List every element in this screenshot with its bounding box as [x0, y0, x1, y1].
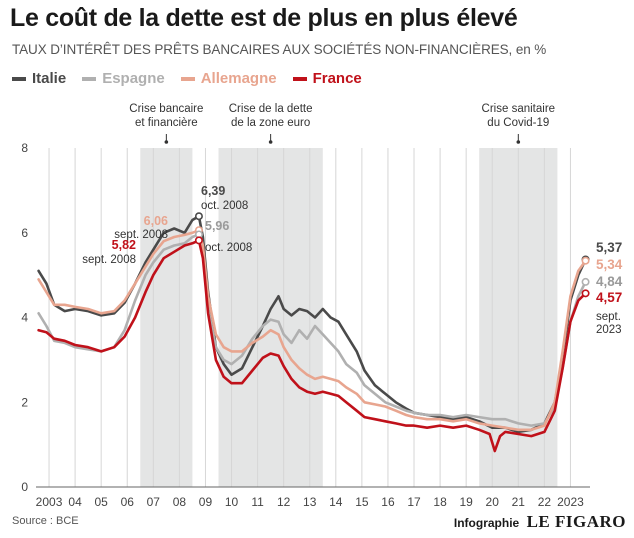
source-note: Source : BCE: [12, 515, 79, 527]
x-tick-label: 20: [486, 495, 500, 509]
x-tick-label: 08: [173, 495, 187, 509]
peak-date-label: oct. 2008: [205, 242, 252, 254]
y-tick-label: 6: [21, 226, 28, 240]
legend-item-allemagne: Allemagne: [180, 70, 277, 87]
x-tick-label: 09: [199, 495, 213, 509]
chart-title: Le coût de la dette est de plus en plus …: [10, 4, 518, 32]
y-tick-label: 4: [21, 311, 28, 325]
peak-value-label: 6,06: [144, 214, 168, 228]
peak-date-label: sept. 2008: [114, 229, 168, 241]
x-tick-label: 06: [121, 495, 135, 509]
x-tick-label: 17: [407, 495, 421, 509]
peak-value-label: 5,82: [112, 238, 136, 252]
series-line-france: [37, 239, 587, 453]
crisis-label-dot: [164, 140, 169, 144]
x-tick-label: 12: [277, 495, 291, 509]
figaro-logo: LE FIGARO: [526, 512, 626, 531]
legend-item-espagne: Espagne: [82, 70, 165, 87]
x-tick-label: 2023: [557, 495, 584, 509]
x-tick-label: 21: [512, 495, 526, 509]
x-tick-label: 05: [94, 495, 108, 509]
peak-value-label: 6,39: [201, 184, 225, 198]
legend-item-italie: Italie: [12, 70, 66, 87]
x-tick-label: 2003: [36, 495, 63, 509]
chart-subtitle: TAUX D’INTÉRÊT DES PRÊTS BANCAIRES AUX S…: [12, 42, 547, 57]
peak-value-label: 5,96: [205, 219, 229, 233]
crisis-period-label: Crise sanitaire: [482, 103, 556, 115]
x-tick-label: 18: [433, 495, 447, 509]
legend-swatch-italie: [12, 76, 26, 81]
legend-label-italie: Italie: [32, 70, 67, 87]
credit-label: Infographie: [453, 516, 520, 530]
legend-label-espagne: Espagne: [102, 70, 165, 87]
peak-date-label: sept. 2008: [82, 254, 136, 266]
crisis-label-dot: [268, 140, 273, 144]
end-marker: [581, 256, 590, 265]
end-value-label: 5,34: [596, 257, 623, 272]
credit: Infographie LE FIGARO: [454, 512, 626, 532]
end-marker: [581, 277, 590, 286]
crisis-period-label: du Covid-19: [487, 117, 549, 129]
end-value-label: 4,57: [596, 290, 622, 305]
end-marker: [581, 289, 590, 298]
crisis-period-band: [140, 148, 193, 487]
legend-swatch-espagne: [82, 76, 97, 81]
legend-label-allemagne: Allemagne: [200, 70, 277, 87]
end-value-label: 5,37: [596, 240, 622, 255]
crisis-label-dot: [516, 140, 521, 144]
peak-marker: [194, 236, 203, 245]
x-tick-label: 15: [355, 495, 369, 509]
x-tick-label: 07: [147, 495, 161, 509]
x-tick-label: 10: [225, 495, 239, 509]
peak-marker: [194, 212, 203, 221]
crisis-period-label: Crise de la dette: [229, 103, 313, 115]
x-tick-label: 22: [538, 495, 552, 509]
crisis-period-label: et financière: [135, 117, 198, 129]
x-tick-label: 14: [329, 495, 343, 509]
x-tick-label: 16: [381, 495, 395, 509]
peak-date-label: oct. 2008: [201, 200, 248, 212]
x-tick-label: 04: [68, 495, 82, 509]
y-tick-label: 0: [21, 480, 28, 494]
series-line-espagne: [37, 233, 587, 427]
x-tick-label: 11: [251, 495, 264, 509]
legend-label-france: France: [312, 70, 362, 87]
crisis-period-label: Crise bancaire: [129, 103, 203, 115]
y-tick-label: 2: [21, 395, 28, 409]
crisis-period-label: de la zone euro: [231, 117, 310, 129]
y-tick-label: 8: [21, 141, 28, 155]
series-line-allemagne: [37, 228, 587, 432]
latest-date-label: 2023: [596, 324, 622, 336]
end-value-label: 4,84: [596, 274, 623, 289]
legend: Italie Espagne Allemagne France: [12, 70, 362, 87]
x-tick-label: 19: [459, 495, 473, 509]
latest-date-label: sept.: [596, 311, 621, 323]
legend-item-france: France: [292, 70, 362, 87]
legend-swatch-france: [292, 76, 307, 81]
x-tick-label: 13: [303, 495, 317, 509]
legend-swatch-allemagne: [180, 76, 195, 81]
crisis-period-band: [218, 148, 323, 487]
